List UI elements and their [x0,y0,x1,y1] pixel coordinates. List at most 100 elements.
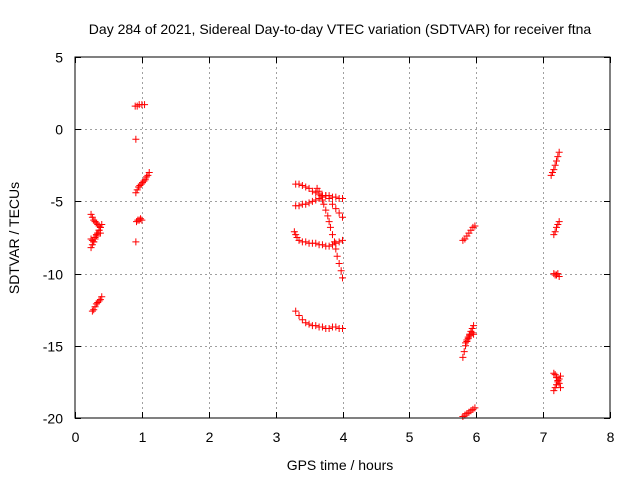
data-point-arc-e2 [550,231,558,239]
data-point-arc-d3 [468,324,476,332]
y-tick-labels: 5 0 -5 -10 -15 -20 [43,50,63,427]
data-point-arc-b5 [132,238,140,246]
y-tick-label: -5 [51,194,64,210]
data-point-arc-e3 [555,272,563,280]
data-point-arc-c4 [335,259,343,267]
data-point-arc-d2 [460,348,468,356]
data-point-arc-c5 [318,323,326,331]
data-point-arc-e1 [548,169,556,177]
x-tick-label: 5 [406,429,414,445]
data-point-arc-c1 [298,182,306,190]
x-tick-label: 2 [206,429,214,445]
data-point-arc-a1 [88,213,96,221]
data-point-arc-e2 [554,221,562,229]
data-point-arc-c2 [325,195,333,203]
data-point-arc-a4 [98,293,106,301]
data-point-arc-d3 [462,339,470,347]
data-point-arc-c5 [295,311,303,319]
x-tick-labels: 0 1 2 3 4 5 6 7 8 [72,429,615,445]
data-point-arc-c5 [332,323,340,331]
data-point-arc-c5 [339,324,346,332]
data-point-arc-b3 [140,177,148,185]
y-tick-label: -10 [43,267,63,283]
data-point-arc-e1 [553,157,560,165]
grid-lines [75,57,610,418]
data-point-arc-c4 [322,206,330,214]
data-point-arc-c2 [308,197,316,205]
data-point-arc-a3 [91,234,99,241]
data-points [87,101,565,421]
data-point-arc-d4 [471,404,479,412]
data-point-arc-e5 [553,381,560,389]
data-point-arc-c5 [325,324,333,332]
data-point-arc-b3 [145,169,153,177]
data-point-arc-c4 [317,192,325,200]
data-point-arc-b4 [137,215,145,223]
data-point-arc-c4 [324,212,332,220]
data-point-arc-c4 [333,252,341,260]
data-point-arc-a3 [90,238,98,246]
data-point-arc-b1 [141,101,149,109]
data-point-arc-a2 [87,244,95,252]
x-tick-label: 8 [607,429,615,445]
data-point-arc-e5 [550,387,558,395]
data-point-arc-e4 [550,369,558,377]
data-point-arc-e2 [551,228,559,236]
data-point-arc-c4 [339,274,346,282]
data-point-arc-c4 [320,200,328,208]
x-tick-label: 3 [273,429,281,445]
x-tick-label: 6 [473,429,481,445]
data-point-arc-c2 [312,196,320,204]
data-point-arc-c4 [318,196,326,204]
data-point-arc-b4 [138,216,146,224]
chart-title: Day 284 of 2021, Sidereal Day-to-day VTE… [89,21,592,37]
data-point-arc-d3 [466,330,474,338]
data-point-arc-c2 [332,205,340,213]
data-point-arc-a4 [88,307,96,315]
data-point-arc-c1 [305,184,313,192]
data-point-arc-e5 [554,378,562,386]
x-tick-label: 4 [340,429,348,445]
data-point-arc-c2 [302,200,310,208]
data-point-arc-d1 [471,222,479,230]
plot-area-frame [74,56,611,419]
data-point-arc-c4 [328,231,336,239]
y-tick-label: 5 [55,50,63,66]
data-point-arc-a3 [92,231,100,239]
data-point-arc-d2 [459,353,467,361]
y-axis-label: SDTVAR / TECUs [6,182,22,294]
data-point-arc-c3 [339,236,346,244]
data-point-arc-c4 [315,187,323,195]
axis-ticks [75,57,611,419]
data-point-arc-e3 [554,270,562,278]
data-point-arc-a4 [91,303,99,311]
data-point-arc-e1 [555,148,563,156]
y-tick-label: -15 [43,339,63,355]
data-point-arc-c1 [312,189,320,197]
data-point-arc-c4 [330,238,338,246]
x-tick-label: 0 [72,429,80,445]
data-point-arc-c5 [292,307,300,315]
data-point-arc-c1 [302,183,310,191]
data-point-arc-a3 [95,226,103,234]
data-point-arc-c3 [302,238,310,246]
data-point-arc-c2 [328,200,336,208]
data-point-arc-c1 [339,195,346,203]
data-point-arc-b3 [133,186,141,194]
data-point-arc-e4 [551,371,559,379]
data-point-arc-a1 [87,210,95,218]
data-point-arc-c4 [337,267,345,275]
data-point-arc-e2 [555,218,563,226]
data-point-arc-c5 [302,319,310,327]
data-point-arc-a4 [96,296,104,304]
data-point-arc-d3 [464,333,472,341]
data-point-arc-a3 [96,229,104,237]
data-point-arc-e1 [551,161,559,169]
data-point-arc-a4 [90,306,98,314]
data-point-arc-c3 [318,241,326,249]
data-point-arc-c1 [332,193,340,201]
data-point-arc-c3 [290,228,298,236]
data-point-arc-b3 [144,171,152,179]
data-point-arc-c1 [308,187,316,195]
